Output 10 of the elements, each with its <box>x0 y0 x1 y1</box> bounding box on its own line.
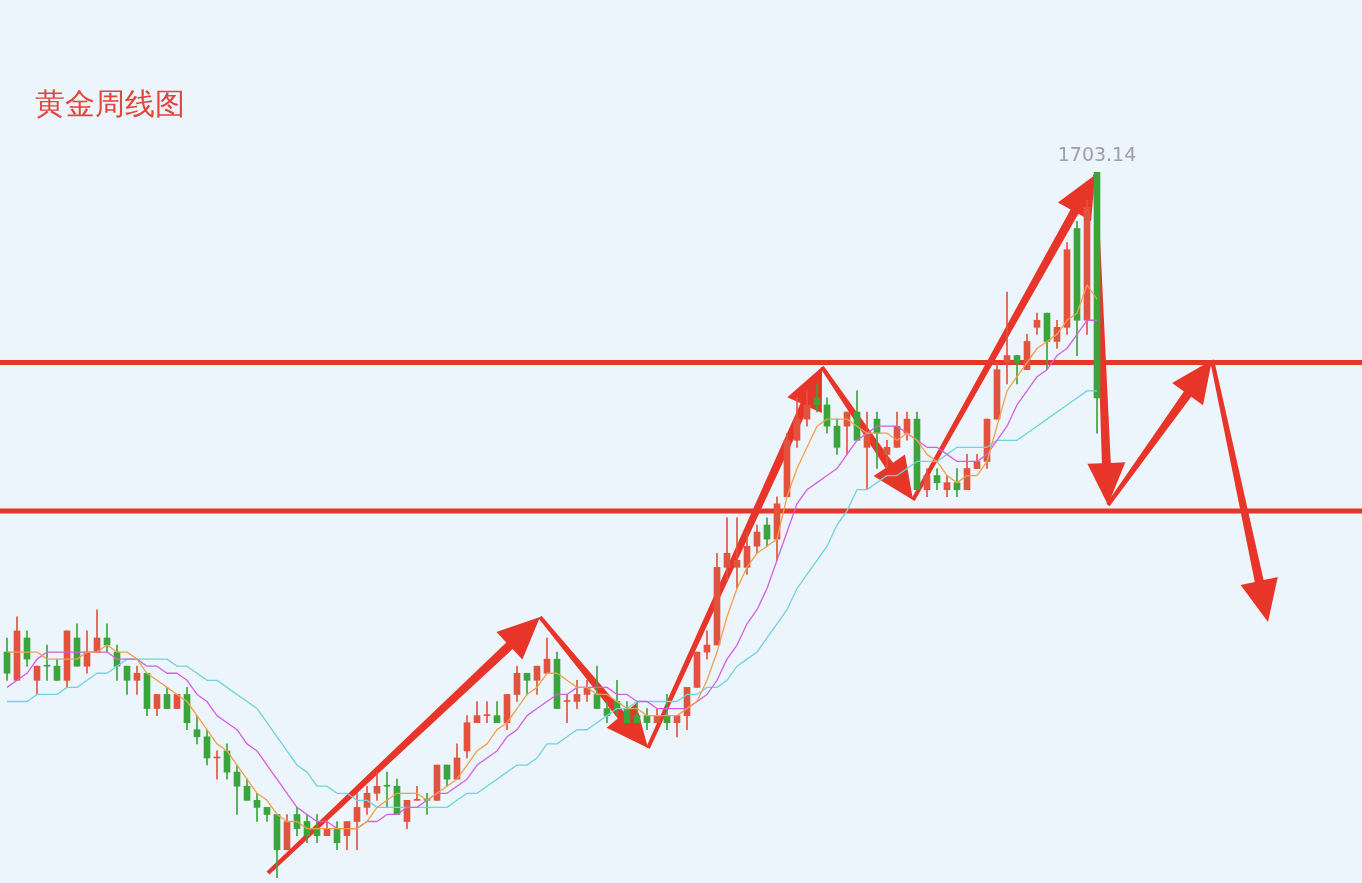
candlestick <box>723 517 731 582</box>
candlestick <box>563 694 571 724</box>
candlestick <box>383 771 391 808</box>
candlestick <box>483 701 491 724</box>
candlestick <box>1003 291 1011 385</box>
candlestick <box>733 517 741 589</box>
annotation: 1703.14 <box>1057 143 1137 166</box>
chart-title: 黄金周线图 <box>35 85 185 123</box>
candlestick <box>43 644 51 681</box>
candlestick <box>413 785 421 801</box>
